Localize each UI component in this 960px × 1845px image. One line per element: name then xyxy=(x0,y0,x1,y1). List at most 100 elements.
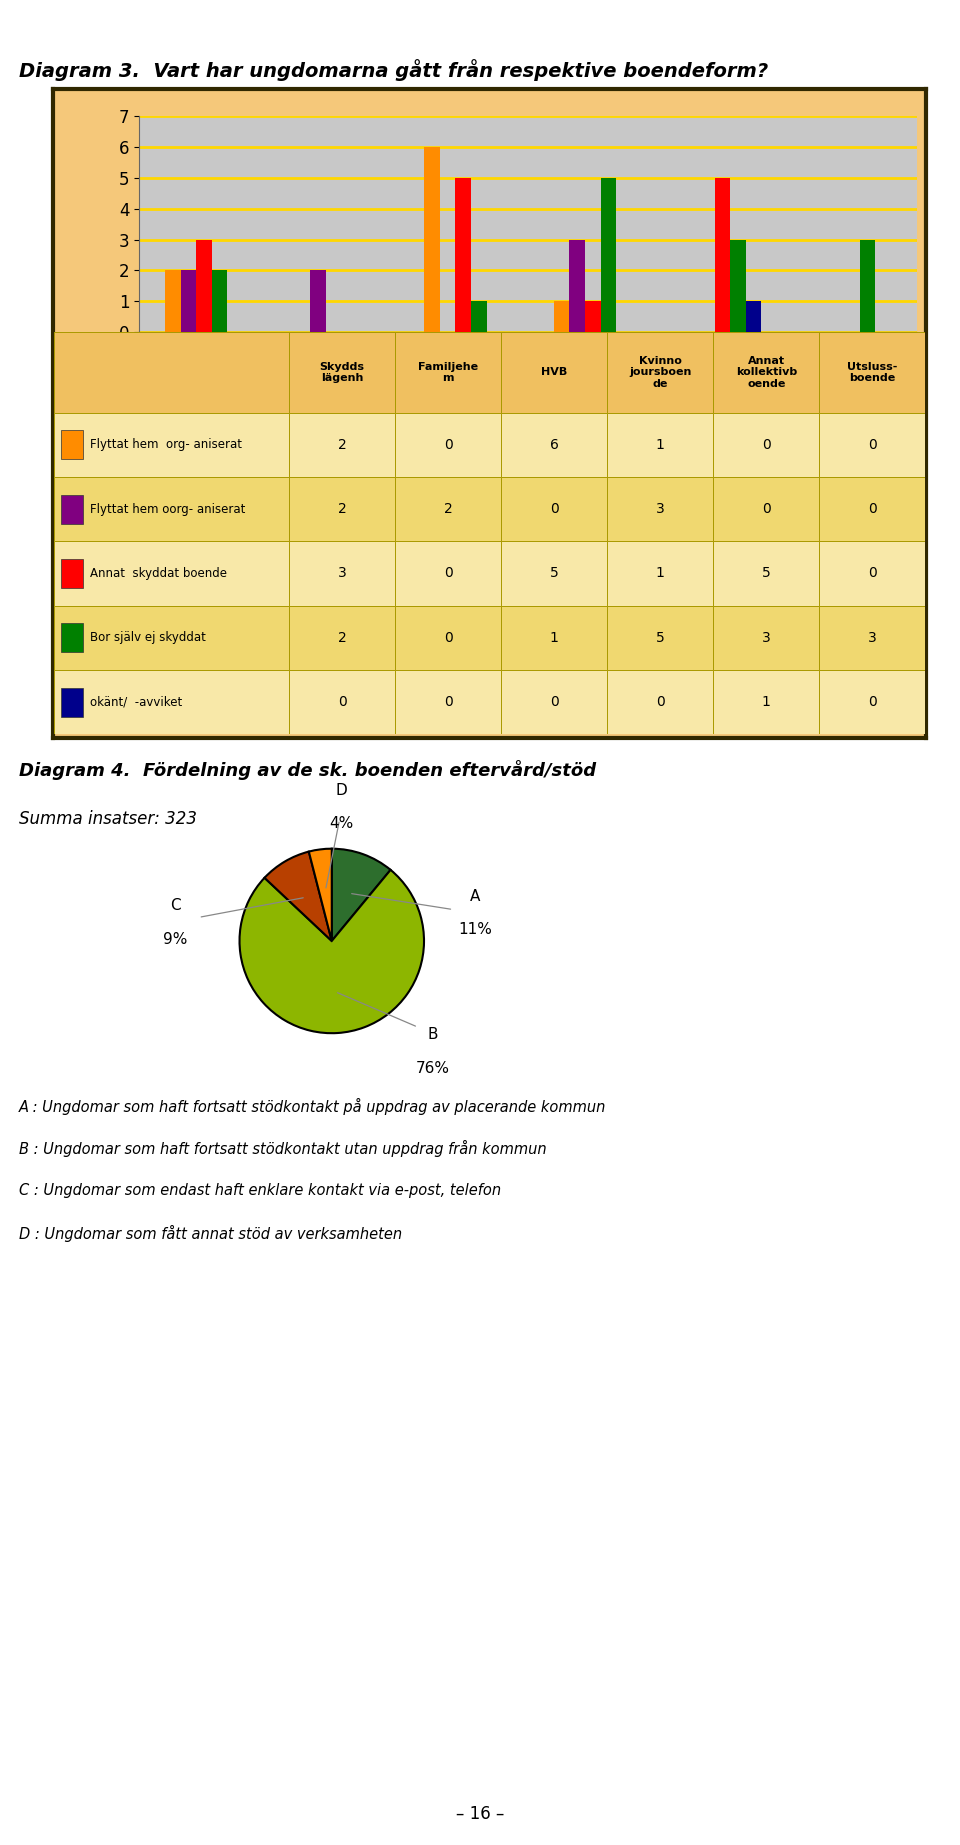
Bar xyxy=(731,240,746,332)
Bar xyxy=(289,541,396,605)
Text: 0: 0 xyxy=(868,437,876,452)
Bar xyxy=(289,332,396,413)
Bar xyxy=(820,605,925,670)
Text: 2: 2 xyxy=(338,631,347,644)
Text: 5: 5 xyxy=(656,631,664,644)
Bar xyxy=(60,559,83,589)
Text: Bor själv ej skyddat: Bor själv ej skyddat xyxy=(90,631,206,644)
Bar xyxy=(396,605,501,670)
Wedge shape xyxy=(265,852,332,941)
Bar xyxy=(820,541,925,605)
Bar xyxy=(501,541,608,605)
Bar xyxy=(746,301,761,332)
Text: 1: 1 xyxy=(762,696,771,708)
Text: 3: 3 xyxy=(338,566,347,581)
Bar xyxy=(455,177,471,332)
Text: 0: 0 xyxy=(444,566,452,581)
Bar xyxy=(501,670,608,734)
Bar xyxy=(860,240,876,332)
Bar xyxy=(54,670,289,734)
Bar xyxy=(396,332,501,413)
Text: 11%: 11% xyxy=(458,922,492,937)
Bar xyxy=(471,301,487,332)
Bar xyxy=(820,476,925,541)
Bar xyxy=(396,670,501,734)
Wedge shape xyxy=(309,849,332,941)
Text: 0: 0 xyxy=(444,437,452,452)
Bar xyxy=(714,177,731,332)
Text: B: B xyxy=(428,1028,439,1042)
Text: D: D xyxy=(335,782,347,797)
Text: 0: 0 xyxy=(550,696,559,708)
Text: 6: 6 xyxy=(550,437,559,452)
Text: 0: 0 xyxy=(656,696,664,708)
Bar xyxy=(501,413,608,476)
Text: okänt/  -avviket: okänt/ -avviket xyxy=(90,696,182,708)
Bar xyxy=(424,148,440,332)
Text: 0: 0 xyxy=(868,696,876,708)
Bar xyxy=(713,413,820,476)
Text: – 16 –: – 16 – xyxy=(456,1804,504,1823)
Text: Skydds
lägenh: Skydds lägenh xyxy=(320,362,365,384)
Text: 0: 0 xyxy=(550,502,559,517)
Text: Annat  skyddat boende: Annat skyddat boende xyxy=(90,566,228,579)
Text: 0: 0 xyxy=(444,696,452,708)
Text: 2: 2 xyxy=(338,437,347,452)
Bar xyxy=(196,240,212,332)
Bar xyxy=(608,476,713,541)
Bar xyxy=(289,413,396,476)
Bar xyxy=(608,332,713,413)
Text: 76%: 76% xyxy=(417,1061,450,1076)
Bar xyxy=(180,271,196,332)
Text: 3: 3 xyxy=(868,631,876,644)
Bar xyxy=(310,271,325,332)
Text: Flyttat hem  org- aniserat: Flyttat hem org- aniserat xyxy=(90,439,242,452)
Text: C: C xyxy=(170,899,180,913)
Bar xyxy=(713,670,820,734)
Bar xyxy=(54,413,289,476)
Bar xyxy=(165,271,180,332)
Text: 0: 0 xyxy=(762,437,771,452)
Text: Flyttat hem oorg- aniserat: Flyttat hem oorg- aniserat xyxy=(90,502,246,515)
Bar xyxy=(54,476,289,541)
Bar xyxy=(820,413,925,476)
Text: 5: 5 xyxy=(762,566,771,581)
Bar xyxy=(820,670,925,734)
Text: Annat
kollektivb
oende: Annat kollektivb oende xyxy=(735,356,797,389)
Bar xyxy=(60,430,83,459)
Text: D : Ungdomar som fått annat stöd av verksamheten: D : Ungdomar som fått annat stöd av verk… xyxy=(19,1225,402,1242)
Text: 0: 0 xyxy=(338,696,347,708)
Bar xyxy=(601,177,616,332)
Bar xyxy=(396,476,501,541)
Wedge shape xyxy=(332,849,391,941)
Bar xyxy=(608,605,713,670)
Bar xyxy=(713,476,820,541)
Bar xyxy=(554,301,569,332)
Text: B : Ungdomar som haft fortsatt stödkontakt utan uppdrag från kommun: B : Ungdomar som haft fortsatt stödkonta… xyxy=(19,1140,547,1157)
Text: A: A xyxy=(469,889,480,904)
Text: Summa insatser: 323: Summa insatser: 323 xyxy=(19,810,197,828)
Text: 2: 2 xyxy=(338,502,347,517)
Bar xyxy=(54,332,289,413)
Text: 3: 3 xyxy=(762,631,771,644)
Bar xyxy=(569,240,585,332)
Bar xyxy=(289,670,396,734)
Bar xyxy=(713,541,820,605)
Bar xyxy=(60,688,83,716)
Text: 9%: 9% xyxy=(163,932,187,946)
Text: Utsluss-
boende: Utsluss- boende xyxy=(848,362,898,384)
Text: 0: 0 xyxy=(444,631,452,644)
Bar xyxy=(501,605,608,670)
Bar xyxy=(585,301,601,332)
Text: Diagram 4.  Fördelning av de sk. boenden eftervård/stöd: Diagram 4. Fördelning av de sk. boenden … xyxy=(19,760,596,780)
Bar xyxy=(54,541,289,605)
Text: Diagram 3.  Vart har ungdomarna gått från respektive boendeform?: Diagram 3. Vart har ungdomarna gått från… xyxy=(19,59,768,81)
Text: Familjehe
m: Familjehe m xyxy=(419,362,478,384)
Bar xyxy=(289,605,396,670)
Bar xyxy=(501,332,608,413)
Bar xyxy=(54,605,289,670)
Text: A : Ungdomar som haft fortsatt stödkontakt på uppdrag av placerande kommun: A : Ungdomar som haft fortsatt stödkonta… xyxy=(19,1098,607,1114)
Text: HVB: HVB xyxy=(541,367,567,378)
Text: 0: 0 xyxy=(868,566,876,581)
Bar xyxy=(289,476,396,541)
